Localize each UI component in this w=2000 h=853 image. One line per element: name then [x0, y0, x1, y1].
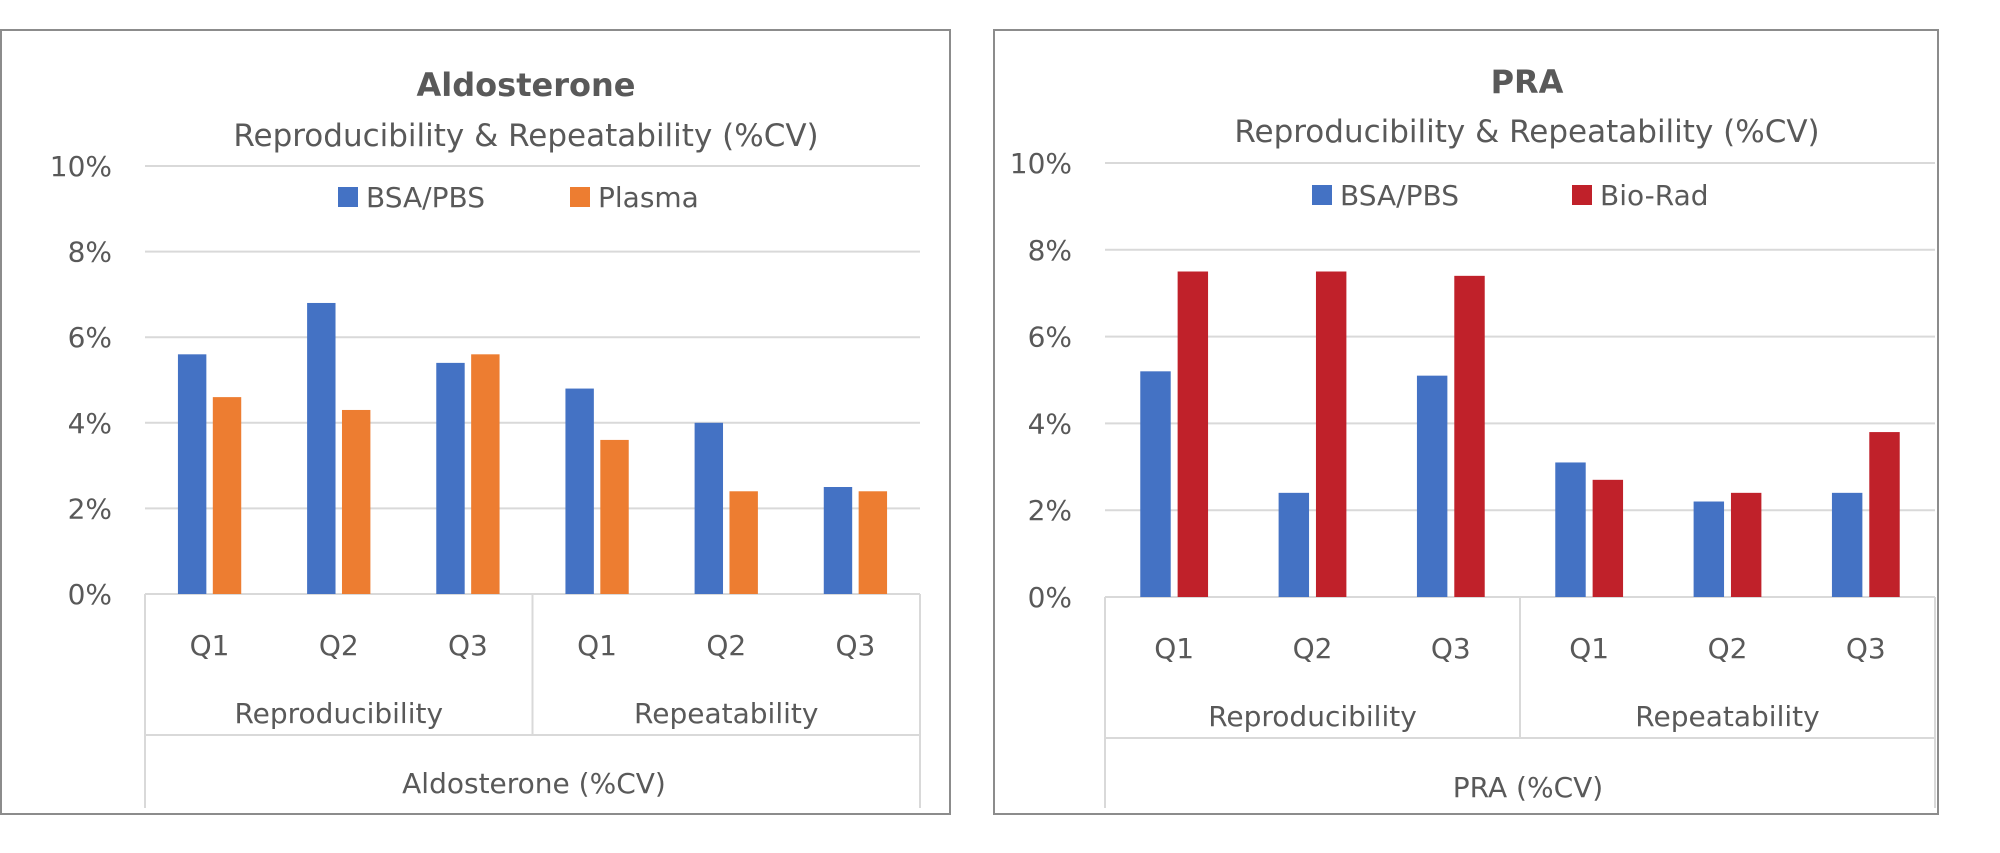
x-tick-label: Q2 [319, 629, 359, 662]
y-tick-label: 10% [1010, 147, 1072, 180]
x-tick-label: Q2 [706, 629, 746, 662]
bar-bsa-pbs-repeatability-q2 [1693, 501, 1725, 597]
group-label-repeatability: Repeatability [1635, 700, 1819, 733]
x-tick-label: Q1 [1154, 632, 1194, 665]
legend: BSA/PBS Bio-Rad [1312, 179, 1709, 212]
y-tick-label: 0% [68, 578, 112, 611]
bar-plasma-repeatability-q1 [600, 439, 629, 594]
y-tick-label: 8% [1028, 234, 1072, 267]
bar-bsa-pbs-repeatability-q1 [1555, 462, 1586, 597]
bar-bsa-pbs-repeatability-q1 [565, 388, 594, 594]
bar-bsa-pbs-reproducibility-q2 [1278, 492, 1310, 597]
x-tick-label: Q2 [1293, 632, 1333, 665]
y-tick-label: 6% [1028, 321, 1072, 354]
y-tick-label: 4% [68, 407, 112, 440]
group-label-reproducibility: Reproducibility [234, 697, 443, 730]
bar-plasma-repeatability-q3 [858, 491, 888, 594]
bar-bsa-pbs-reproducibility-q3 [1416, 375, 1448, 597]
x-tick-label: Q2 [1708, 632, 1748, 665]
chart-aldosterone: Aldosterone Reproducibility & Repeatabil… [0, 29, 951, 815]
legend-swatch-plasma [570, 187, 590, 207]
bar-bsa-pbs-reproducibility-q3 [436, 362, 465, 594]
y-tick-label: 10% [50, 150, 112, 183]
x-tick-label: Q3 [448, 629, 488, 662]
group-label-repeatability: Repeatability [634, 697, 818, 730]
bar-bio-rad-repeatability-q1 [1592, 479, 1624, 597]
chart-title: PRA [1491, 63, 1564, 101]
bar-bio-rad-repeatability-q3 [1869, 432, 1900, 597]
chart-title: Aldosterone [417, 66, 636, 104]
x-axis-title: Aldosterone (%CV) [402, 767, 666, 800]
x-tick-label: Q3 [1846, 632, 1886, 665]
legend-label-bsa-pbs: BSA/PBS [1340, 179, 1459, 212]
x-tick-label: Q1 [577, 629, 617, 662]
legend-swatch-bsa-pbs [1312, 185, 1332, 205]
bar-plasma-repeatability-q2 [729, 491, 758, 594]
bar-bsa-pbs-repeatability-q3 [1831, 492, 1863, 597]
legend-swatch-bio-rad [1572, 185, 1592, 205]
bar-plasma-reproducibility-q3 [471, 354, 500, 594]
y-tick-label: 2% [1028, 494, 1072, 527]
bar-bsa-pbs-reproducibility-q1 [1140, 371, 1171, 597]
y-tick-label: 0% [1028, 581, 1072, 614]
bar-plasma-reproducibility-q1 [212, 397, 242, 594]
x-tick-label: Q1 [1569, 632, 1609, 665]
bar-bio-rad-reproducibility-q3 [1454, 275, 1485, 597]
chart-subtitle: Reproducibility & Repeatability (%CV) [233, 118, 818, 154]
x-tick-label: Q3 [835, 629, 875, 662]
bar-bsa-pbs-repeatability-q2 [694, 422, 724, 594]
y-tick-label: 6% [68, 321, 112, 354]
y-tick-label: 4% [1028, 407, 1072, 440]
bar-bio-rad-reproducibility-q2 [1315, 271, 1347, 597]
bar-bsa-pbs-reproducibility-q1 [177, 354, 207, 594]
bar-bsa-pbs-reproducibility-q2 [307, 302, 336, 594]
x-axis-title: PRA (%CV) [1453, 771, 1603, 804]
y-tick-label: 2% [68, 492, 112, 525]
x-tick-label: Q1 [190, 629, 230, 662]
y-tick-label: 8% [68, 236, 112, 269]
bar-bio-rad-repeatability-q2 [1730, 492, 1762, 597]
chart-pra: PRA Reproducibility & Repeatability (%CV… [993, 29, 1939, 815]
bar-bsa-pbs-repeatability-q3 [823, 487, 853, 594]
bar-bio-rad-reproducibility-q1 [1177, 271, 1209, 597]
legend: BSA/PBS Plasma [338, 181, 699, 214]
legend-label-bio-rad: Bio-Rad [1600, 179, 1709, 212]
group-label-reproducibility: Reproducibility [1208, 700, 1417, 733]
legend-swatch-bsa-pbs [338, 187, 358, 207]
x-tick-label: Q3 [1431, 632, 1471, 665]
bar-plasma-reproducibility-q2 [341, 409, 371, 594]
legend-label-bsa-pbs: BSA/PBS [366, 181, 485, 214]
chart-subtitle: Reproducibility & Repeatability (%CV) [1234, 114, 1819, 150]
legend-label-plasma: Plasma [598, 181, 699, 214]
